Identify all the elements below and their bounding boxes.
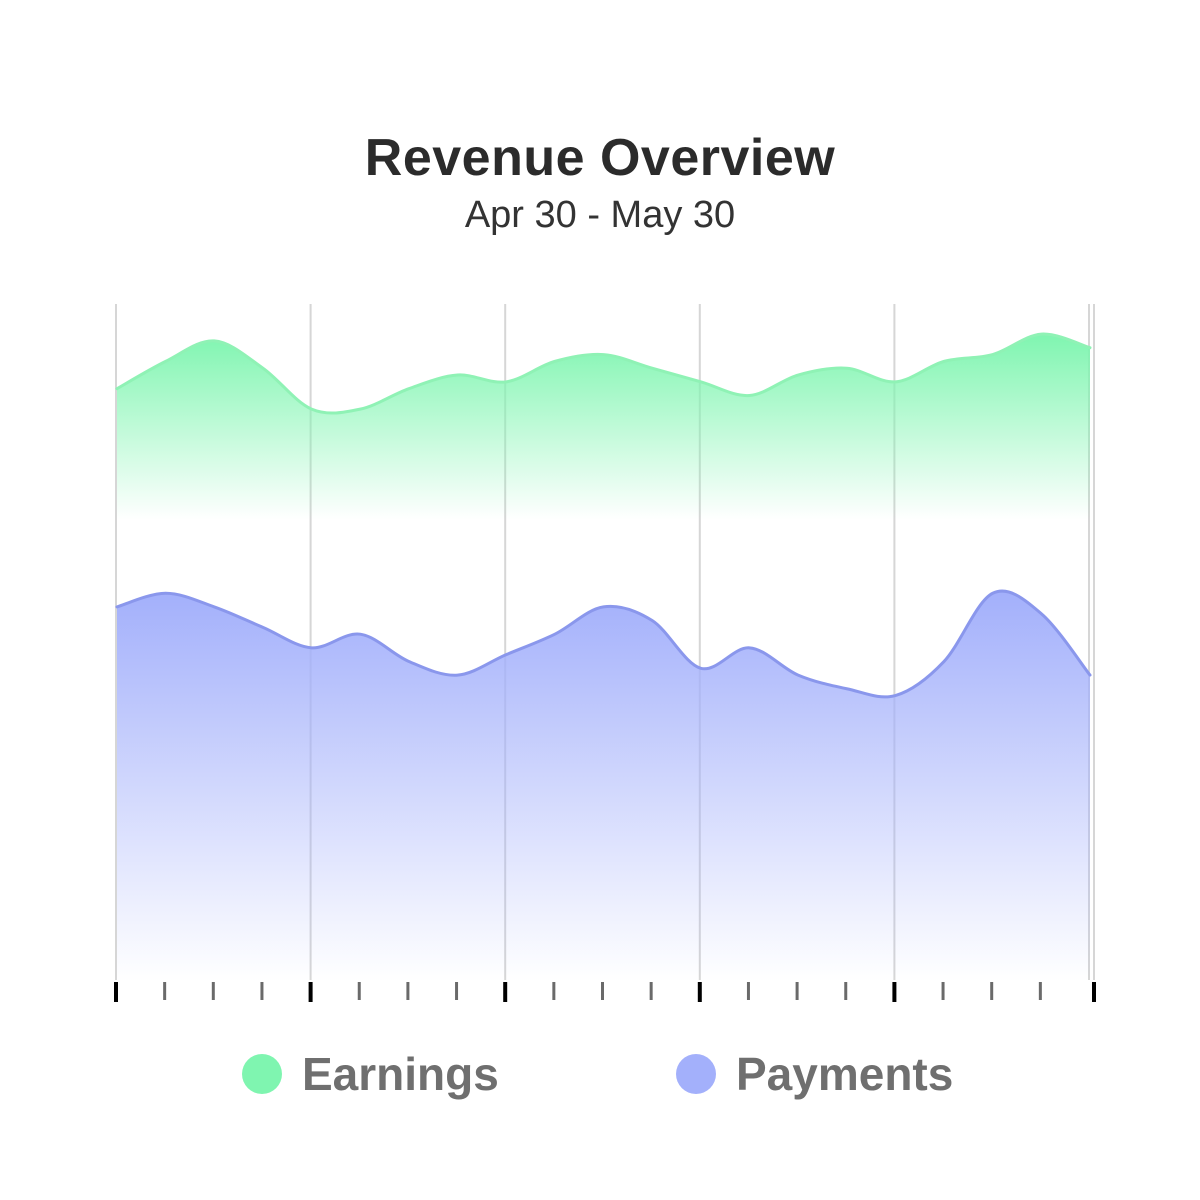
x-axis-ticks xyxy=(114,982,1096,1002)
legend-label-earnings: Earnings xyxy=(302,1048,499,1100)
legend-swatch-payments xyxy=(676,1054,716,1094)
line-layer xyxy=(115,332,1092,699)
area-fill-payments xyxy=(117,591,1090,982)
legend-label-payments: Payments xyxy=(736,1048,954,1100)
area-layer xyxy=(117,334,1090,982)
area-fill-earnings xyxy=(117,334,1090,520)
series-line-earnings[interactable] xyxy=(115,332,1092,415)
series-line-payments[interactable] xyxy=(115,589,1092,699)
legend-swatch-earnings xyxy=(242,1054,282,1094)
chart-title: Revenue Overview xyxy=(364,129,836,187)
legend: Earnings Payments xyxy=(0,1046,1200,1106)
chart-subtitle: Apr 30 - May 30 xyxy=(464,194,736,236)
